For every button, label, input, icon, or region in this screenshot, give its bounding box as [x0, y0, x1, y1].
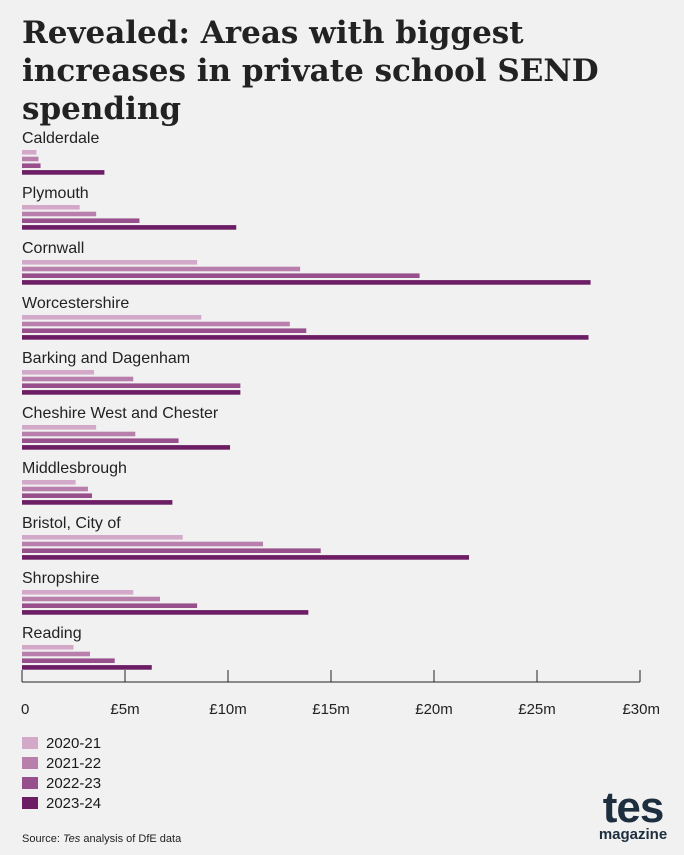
x-tick-label: £30m [622, 701, 660, 718]
x-tick-label: 0 [21, 701, 29, 718]
category-label: Worcestershire [22, 295, 129, 312]
category-label: Reading [22, 625, 82, 642]
logo-sub: magazine [598, 826, 668, 843]
category-label: Bristol, City of [22, 515, 121, 532]
bar [22, 370, 95, 375]
legend-swatch [22, 777, 38, 789]
bar [22, 273, 420, 278]
bar [22, 321, 290, 327]
legend-swatch [22, 757, 38, 769]
legend-item: 2020-21 [22, 733, 101, 753]
bar-chart: Calderdale Plymouth Cornwall Worcestershire… [21, 130, 660, 718]
bar [22, 328, 307, 333]
bar [22, 590, 134, 595]
bar [22, 315, 202, 320]
bar [22, 335, 589, 340]
bar [22, 541, 264, 547]
bar [22, 225, 237, 230]
legend-item: 2021-22 [22, 753, 101, 773]
x-tick-label: £20m [415, 701, 453, 718]
bar [22, 486, 88, 492]
chart-title: Revealed: Areas with biggest increases i… [22, 15, 599, 127]
legend-label: 2020-21 [46, 734, 102, 752]
bar [22, 645, 74, 650]
x-tick-label: £25m [518, 701, 556, 718]
bar [22, 651, 90, 657]
legend-swatch [22, 797, 38, 809]
bar [22, 425, 97, 430]
bar [22, 665, 152, 670]
category-label: Shropshire [22, 570, 99, 587]
bar [22, 205, 80, 210]
legend-item: 2022-23 [22, 773, 101, 793]
bar [22, 218, 140, 223]
bar [22, 603, 198, 608]
legend-swatch [22, 737, 38, 749]
x-tick-label: £10m [209, 701, 247, 718]
bar [22, 211, 97, 217]
bar [22, 658, 115, 663]
bar [22, 445, 231, 450]
bar [22, 480, 76, 485]
source-note: Source: Tes analysis of DfE data [22, 833, 182, 845]
bar [22, 383, 241, 388]
legend-label: 2023-24 [46, 794, 102, 812]
bar [22, 555, 470, 560]
x-tick-label: £15m [312, 701, 350, 718]
legend-label: 2022-23 [46, 774, 102, 792]
bar [22, 280, 591, 285]
bar [22, 376, 134, 382]
logo-main: tes [602, 783, 665, 832]
source-italic: Tes [62, 833, 81, 845]
bar [22, 266, 301, 272]
bar [22, 163, 41, 168]
bar [22, 431, 136, 437]
category-label: Cornwall [22, 240, 84, 257]
bar [22, 170, 105, 175]
bar [22, 150, 37, 155]
legend-label: 2021-22 [46, 754, 102, 772]
bar [22, 596, 161, 602]
bar [22, 610, 309, 615]
category-label: Plymouth [22, 185, 89, 202]
bar [22, 500, 173, 505]
category-label: Calderdale [22, 130, 99, 147]
bar [22, 535, 183, 540]
bar [22, 156, 39, 162]
tes-magazine-logo: tes magazine [596, 783, 670, 843]
category-label: Barking and Dagenham [22, 350, 190, 367]
legend-item: 2023-24 [22, 793, 101, 813]
category-label: Cheshire West and Chester [22, 405, 219, 422]
bar [22, 438, 179, 443]
bar [22, 493, 93, 498]
bar [22, 390, 241, 395]
category-label: Middlesbrough [22, 460, 127, 477]
bar [22, 548, 321, 553]
x-tick-label: £5m [110, 701, 139, 718]
bar [22, 260, 198, 265]
legend: 2020-21 2021-22 2022-23 2023-24 [22, 733, 101, 813]
